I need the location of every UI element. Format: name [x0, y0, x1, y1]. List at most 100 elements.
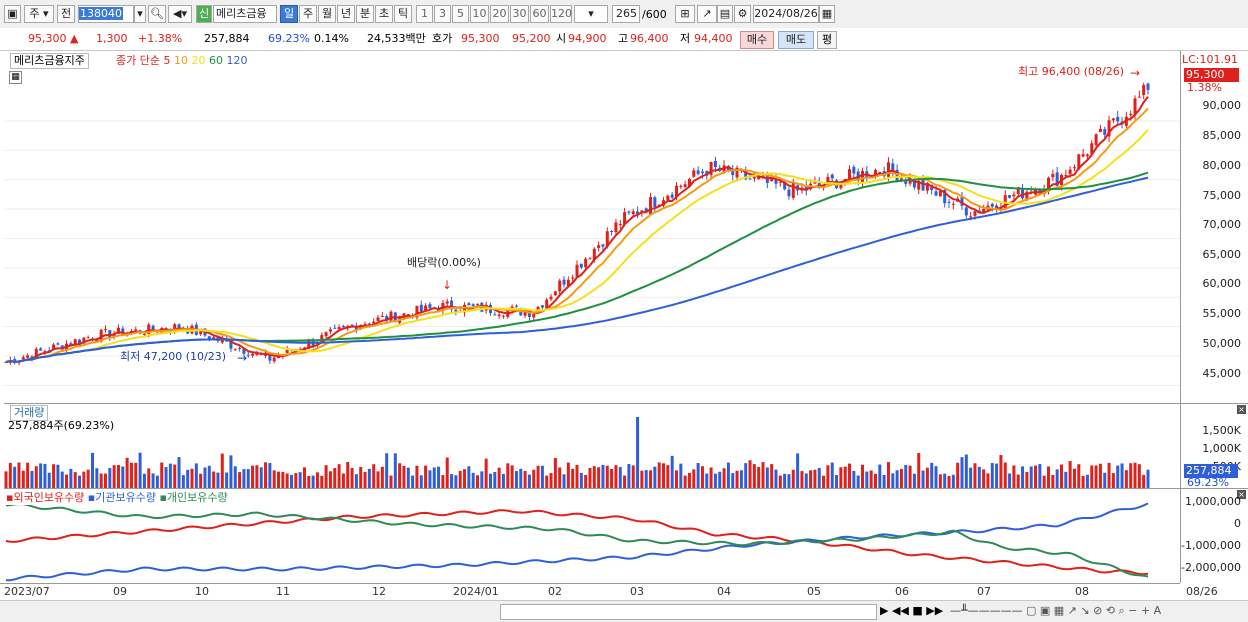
interval-20[interactable]: 20 [490, 5, 509, 23]
code-input[interactable]: 138040 [78, 5, 134, 23]
volume-bar [155, 475, 159, 488]
market-select[interactable]: 주 ▾ [24, 5, 54, 23]
date-input[interactable]: 2024/08/26 [753, 5, 819, 23]
period-6[interactable]: 틱 [394, 5, 412, 23]
period-5[interactable]: 초 [375, 5, 393, 23]
price-legend[interactable]: 종가 단순 5 10 20 60 120 [116, 54, 247, 68]
candle-body [21, 357, 25, 360]
volume-bar [246, 469, 250, 488]
candle-body [553, 291, 557, 296]
period-3[interactable]: 년 [337, 5, 355, 23]
interval-5[interactable]: 5 [452, 5, 469, 23]
ma-legend-10[interactable]: 10 [173, 54, 192, 67]
period-0[interactable]: 일 [280, 5, 298, 23]
volume-bar [951, 474, 955, 488]
interval-10[interactable]: 10 [470, 5, 489, 23]
quote-change: 1,300 [96, 32, 128, 45]
draw-tool-icon[interactable]: ↗ [697, 5, 717, 23]
candle-body [899, 178, 903, 181]
volume-bar [393, 453, 397, 488]
volume-bar [553, 458, 557, 488]
indicator-icon[interactable]: ⊞ [675, 5, 695, 23]
sell-button[interactable]: 매도 [778, 31, 814, 49]
volume-bar [34, 466, 38, 488]
volume-bar [168, 463, 172, 488]
ma-legend-5[interactable]: 5 [163, 54, 174, 67]
drawing-tools[interactable]: ▢ ▣ ▦ ↗ ↘ ⊘ ⟲ ⌕ − + A [1026, 604, 1162, 617]
candle-body [47, 350, 51, 352]
volume-bar [856, 475, 860, 488]
volume-bar [398, 463, 402, 488]
calendar-icon[interactable]: ▦ [819, 5, 835, 23]
volume-bar [134, 462, 138, 488]
count-input[interactable]: 265 [612, 5, 640, 23]
holding-close-icon[interactable]: × [1237, 490, 1246, 499]
volume-bar [285, 473, 289, 488]
volume-bar [242, 469, 246, 488]
period-4[interactable]: 분 [356, 5, 374, 23]
candle-body [69, 343, 73, 346]
interval-60[interactable]: 60 [530, 5, 549, 23]
volume-bar [705, 473, 709, 488]
interval-3[interactable]: 3 [434, 5, 451, 23]
volume-bar [822, 475, 826, 488]
candle-body [1064, 174, 1068, 176]
price-chart-panel[interactable]: ↓ → → 메리츠금융지주 종가 단순 5 10 20 60 120 ▦ 최고 96… [4, 51, 1180, 404]
scroll-controls[interactable]: ▶ ◀◀ ■ ▶▶ [880, 604, 944, 617]
volume-bar [385, 453, 389, 488]
volume-title[interactable]: 거래량 [10, 405, 49, 421]
holding-legend-0[interactable]: ▪외국인보유수량 [6, 491, 88, 504]
save-icon[interactable]: ▤ [717, 5, 733, 23]
prev-button[interactable]: 전 [57, 5, 75, 23]
holding-legend-1[interactable]: ▪기관보유수량 [87, 491, 160, 504]
candle-body [791, 182, 795, 198]
price-legend-name[interactable]: 메리츠금융지주 [10, 53, 89, 69]
volume-bar [1107, 462, 1111, 488]
interval-30[interactable]: 30 [510, 5, 529, 23]
gear-icon[interactable]: ⚙ [734, 5, 751, 23]
window-menu-icon[interactable]: ▣ [4, 5, 21, 23]
market-select-label: 주 [29, 7, 40, 20]
eval-button[interactable]: 평 [817, 31, 837, 49]
volume-bar [614, 465, 618, 488]
candle-body [700, 171, 704, 174]
volume-bar [731, 473, 735, 488]
volume-bar [610, 469, 614, 488]
grid-icon[interactable]: ▦ [9, 71, 22, 84]
candle-body [450, 300, 454, 310]
holding-panel[interactable]: ▪외국인보유수량 ▪기관보유수량 ▪개인보유수량 [4, 489, 1180, 583]
volume-bar [1081, 475, 1085, 488]
candle-body [951, 203, 955, 205]
axis-tick: 55,000 [1202, 307, 1242, 320]
period-1[interactable]: 주 [299, 5, 317, 23]
holding-legend[interactable]: ▪외국인보유수량 ▪기관보유수량 ▪개인보유수량 [6, 491, 228, 505]
candle-body [990, 203, 994, 207]
holding-legend-2[interactable]: ▪개인보유수량 [159, 491, 228, 504]
sound-icon[interactable]: ◀▾ [168, 5, 192, 23]
interval-120[interactable]: 120 [550, 5, 572, 23]
interval-1[interactable]: 1 [416, 5, 433, 23]
ma-legend-20[interactable]: 20 [191, 54, 209, 67]
volume-bar [783, 473, 787, 488]
volume-bar [164, 467, 168, 488]
quote-price: 95,300 ▲ [28, 32, 79, 45]
buy-button[interactable]: 매수 [740, 31, 774, 49]
volume-close-icon[interactable]: × [1237, 405, 1246, 414]
ma-legend-120[interactable]: 120 [226, 54, 248, 67]
candle-body [908, 178, 912, 184]
zoom-slider[interactable]: —╨————— [950, 604, 1023, 617]
candle-body [1103, 129, 1107, 135]
volume-bar [1146, 469, 1150, 488]
candle-body [549, 296, 553, 300]
ma-legend-60[interactable]: 60 [208, 54, 227, 67]
volume-panel[interactable]: 거래량 257,884주(69.23%) [4, 404, 1180, 489]
search-icon[interactable]: 🔍︎ [148, 5, 166, 23]
candle-body [108, 330, 112, 339]
scrollbar-thumb[interactable] [500, 604, 877, 620]
candle-body [1025, 191, 1029, 201]
low-annotation: 최저 47,200 (10/23) [120, 350, 227, 363]
custom-interval-select[interactable]: ▾ [574, 5, 608, 23]
period-2[interactable]: 월 [318, 5, 336, 23]
volume-bar [514, 471, 518, 488]
code-dropdown-icon[interactable]: ▾ [134, 5, 146, 23]
